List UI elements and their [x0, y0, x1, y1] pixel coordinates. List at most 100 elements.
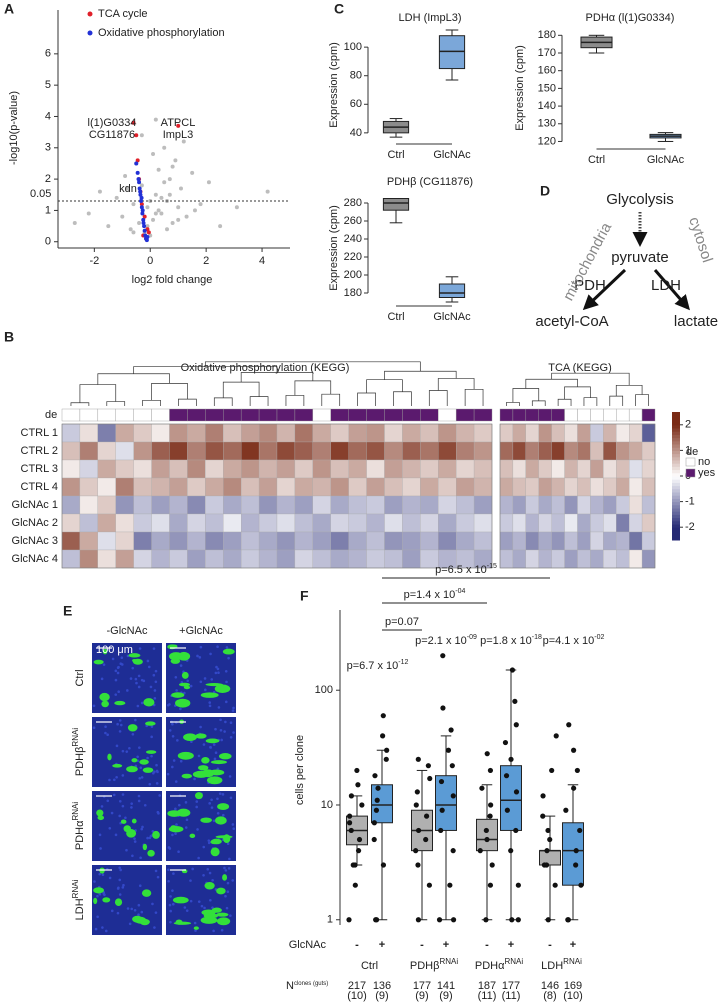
- nucleus: [229, 796, 233, 800]
- nucleus: [224, 669, 228, 673]
- nucleus: [184, 826, 188, 829]
- nucleus: [199, 725, 202, 729]
- nucleus: [219, 718, 222, 722]
- nucleus: [214, 751, 218, 755]
- n-guts: (9): [375, 990, 388, 1002]
- heatmap-cell: [97, 441, 116, 461]
- clone: [216, 912, 229, 917]
- x-tick-label: -2: [89, 255, 99, 267]
- point: [515, 882, 521, 888]
- nucleus: [131, 666, 135, 670]
- nucleus: [183, 906, 187, 909]
- nucleus: [92, 726, 96, 729]
- point: [487, 882, 494, 888]
- nucleus: [152, 771, 155, 775]
- n-guts: (10): [563, 990, 583, 1002]
- nucleus: [157, 812, 160, 815]
- heatmap-cell: [187, 459, 206, 479]
- point: [449, 763, 455, 769]
- row-label: CTRL 4: [21, 481, 59, 493]
- heatmap-cell: [312, 441, 331, 461]
- point: [487, 813, 493, 819]
- heatmap-cell: [241, 477, 260, 497]
- clone: [96, 809, 104, 817]
- nucleus: [195, 805, 198, 809]
- point: [347, 813, 353, 819]
- colorbar-step: [672, 476, 680, 480]
- nucleus: [118, 719, 122, 722]
- de-cell: [312, 408, 331, 422]
- nucleus: [140, 827, 144, 831]
- heatmap-cell: [641, 495, 656, 515]
- heatmap-cell: [438, 513, 457, 533]
- clone: [171, 692, 185, 698]
- clone: [215, 835, 233, 839]
- heatmap-cell: [512, 423, 526, 443]
- heatmap-cell: [512, 459, 526, 479]
- condition-label: -: [420, 939, 424, 951]
- heatmap-cell: [205, 495, 224, 515]
- heatmap-cell: [294, 423, 313, 443]
- nucleus: [169, 895, 172, 898]
- legend-marker: [87, 11, 93, 17]
- heatmap-cell: [241, 549, 260, 569]
- heatmap-cell: [294, 477, 313, 497]
- scale-bar-label: 100 μm: [96, 644, 133, 656]
- point: [181, 139, 186, 144]
- superscript: -02: [594, 634, 604, 641]
- nucleus: [116, 666, 120, 670]
- colorbar-step: [672, 415, 680, 419]
- heatmap-cell: [564, 423, 578, 443]
- nucleus: [133, 908, 137, 912]
- nucleus: [114, 669, 118, 673]
- heatmap-cell: [223, 513, 242, 533]
- clone: [93, 659, 104, 665]
- heatmap-cell: [438, 423, 457, 443]
- nucleus: [156, 875, 160, 879]
- point: [415, 756, 421, 762]
- heatmap-cell: [169, 423, 188, 443]
- nucleus: [128, 746, 131, 750]
- y-tick-label: 260: [344, 215, 362, 227]
- dendrogram: [531, 400, 546, 406]
- heatmap-cell: [79, 441, 98, 461]
- heatmap-cell: [438, 441, 457, 461]
- de-cell: [473, 408, 493, 422]
- point: [371, 820, 377, 826]
- heatmap-cell: [420, 459, 439, 479]
- heatmap-cell: [187, 531, 206, 551]
- point: [142, 224, 147, 229]
- nucleus: [202, 743, 206, 746]
- heatmap-cell: [330, 423, 349, 443]
- heatmap-cell: [473, 459, 493, 479]
- nucleus: [149, 685, 153, 689]
- heatmap-cell: [538, 459, 552, 479]
- colorbar-step: [672, 524, 680, 528]
- heatmap-cell: [577, 477, 591, 497]
- colorbar-label: -2: [685, 521, 695, 533]
- heatmap-cell: [258, 513, 278, 533]
- point: [123, 173, 128, 178]
- nucleus: [210, 678, 214, 681]
- clone: [201, 909, 216, 916]
- x-axis-label: log2 fold change: [132, 274, 213, 286]
- heatmap-cell: [241, 495, 260, 515]
- nucleus: [216, 767, 220, 771]
- nucleus: [207, 841, 211, 845]
- nucleus: [130, 806, 133, 809]
- nucleus: [155, 782, 159, 785]
- heatmap-cell: [312, 549, 331, 569]
- heatmap-cell: [61, 441, 81, 461]
- nucleus: [119, 662, 123, 666]
- nucleus: [139, 856, 142, 860]
- nucleus: [102, 663, 106, 666]
- panel-label: F: [300, 588, 309, 604]
- clone: [93, 887, 104, 894]
- heatmap-cell: [525, 495, 539, 515]
- point: [450, 917, 457, 923]
- nucleus: [208, 701, 212, 704]
- clone: [141, 889, 152, 897]
- nucleus: [185, 818, 189, 822]
- de-cell: [205, 408, 224, 422]
- clone: [172, 896, 189, 904]
